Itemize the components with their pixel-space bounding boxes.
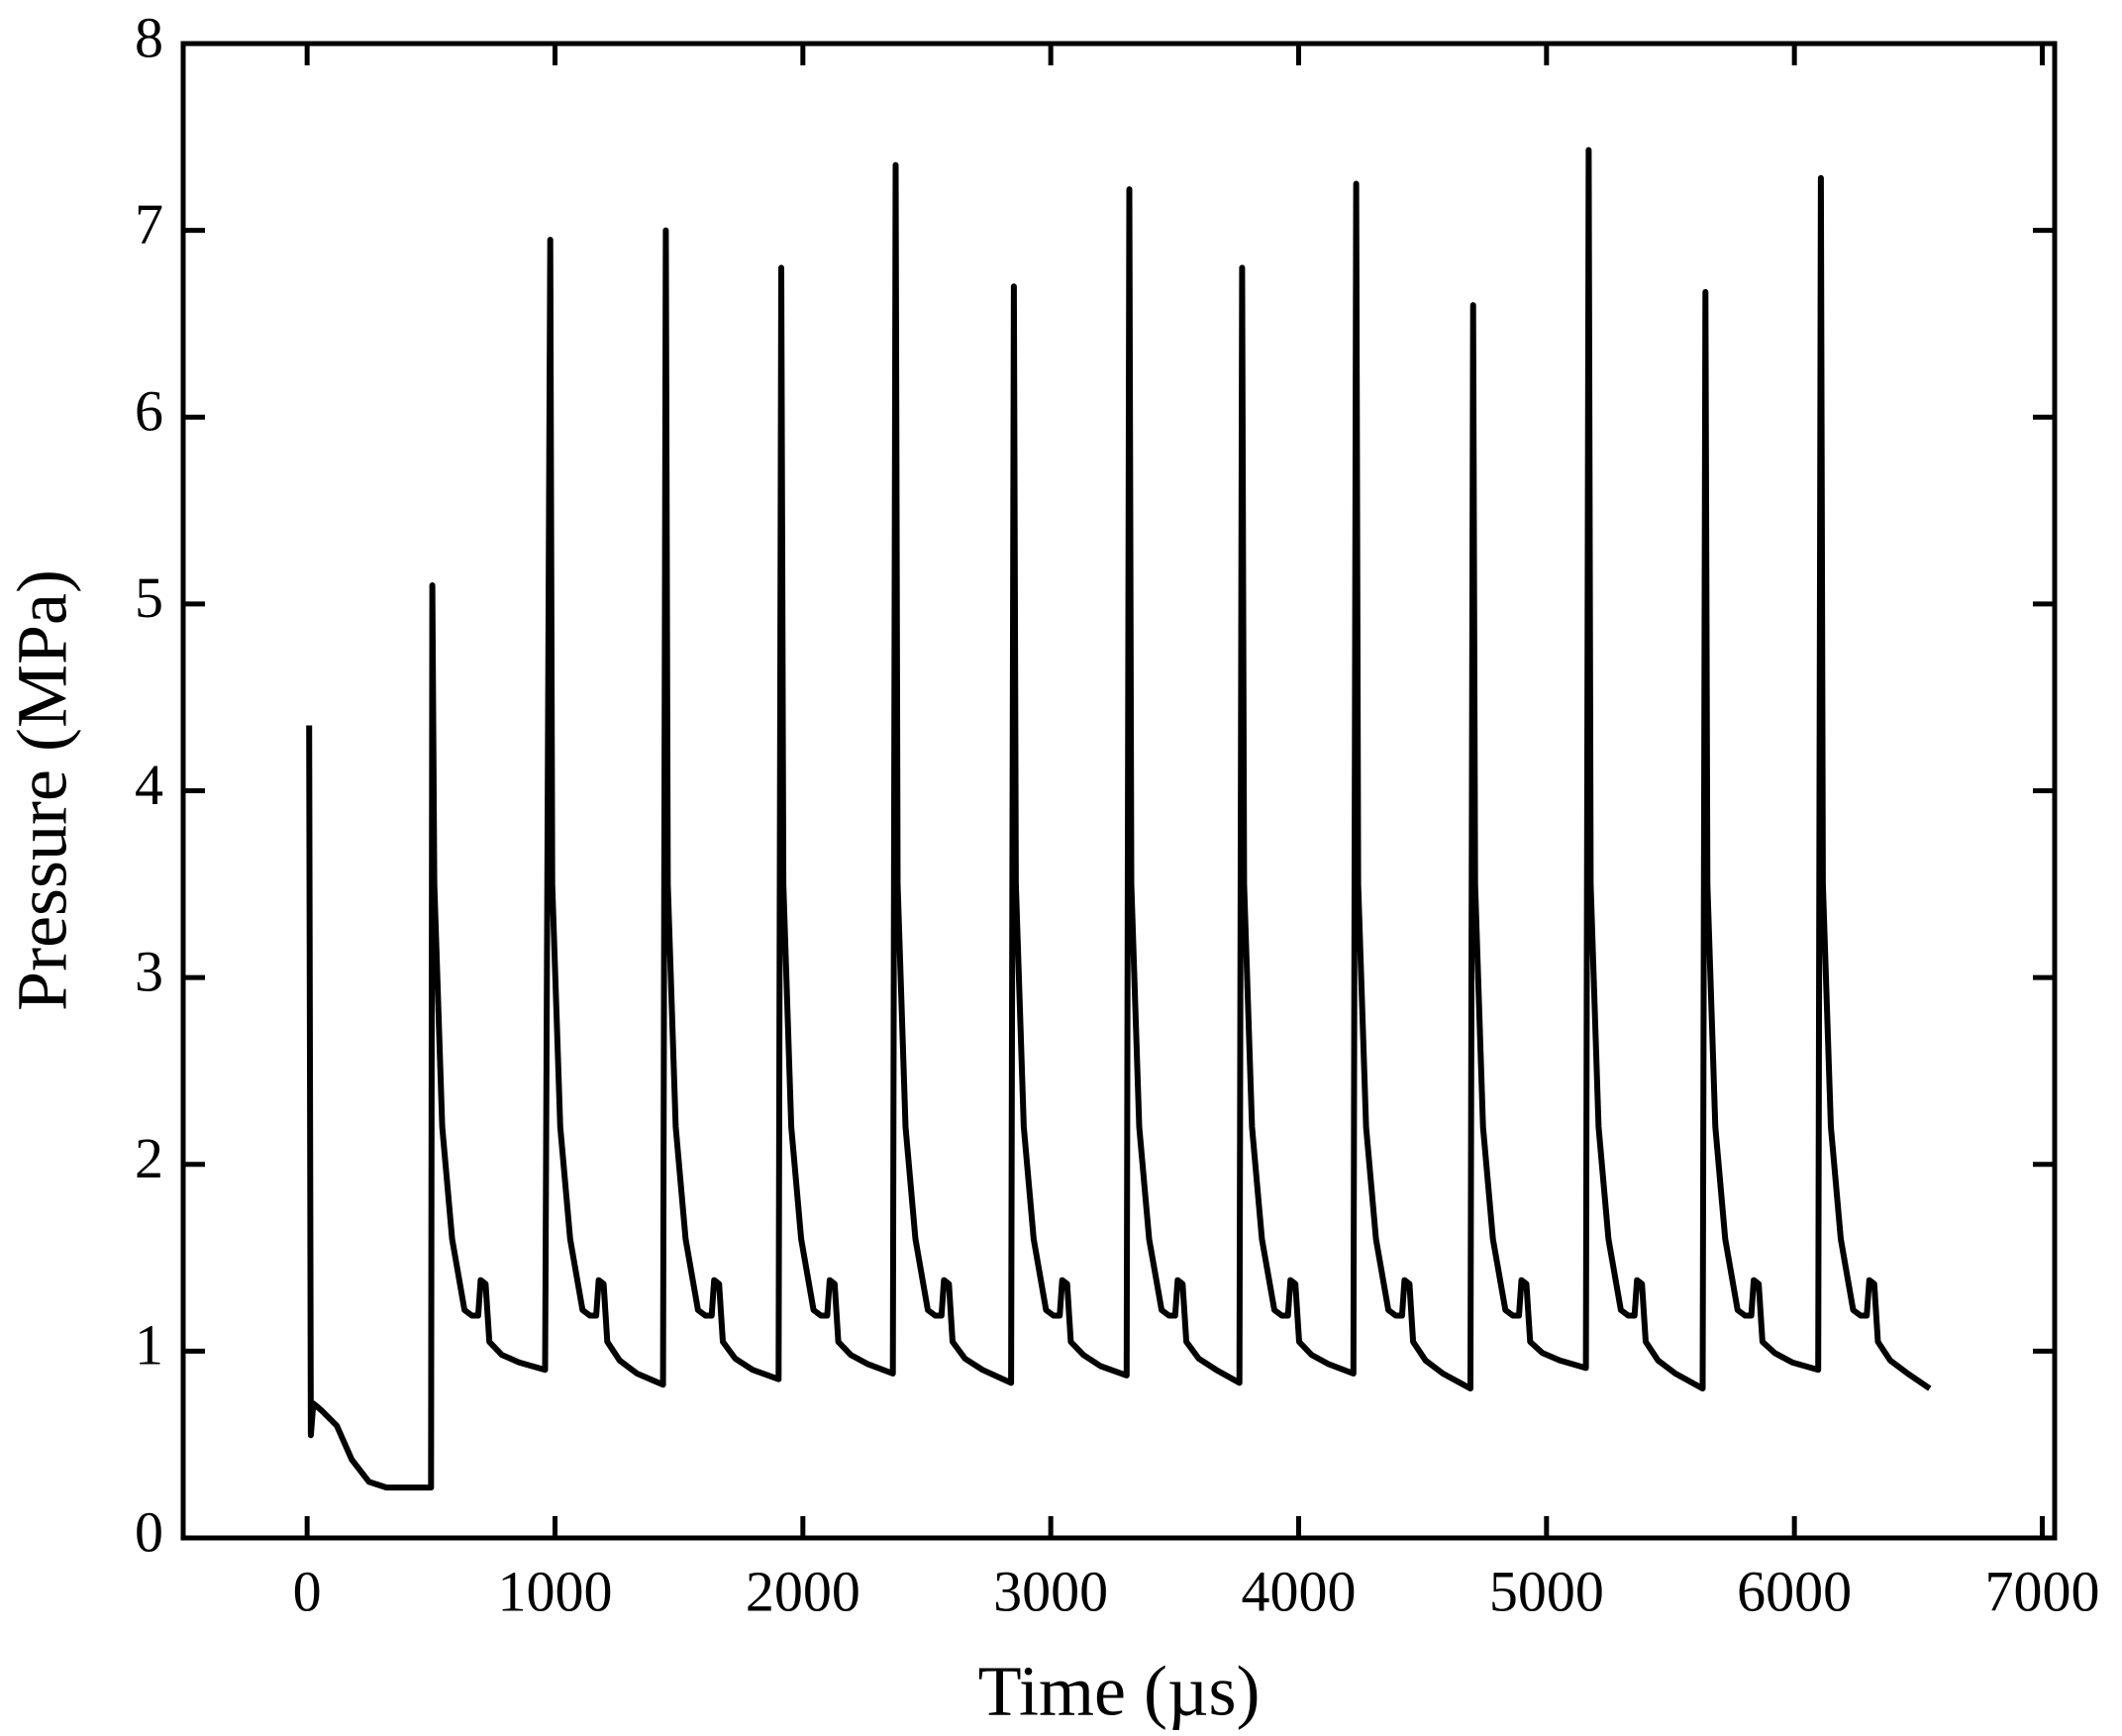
x-tick-label: 1000 bbox=[497, 1559, 612, 1623]
y-tick-label: 3 bbox=[135, 939, 163, 1003]
x-tick-label: 2000 bbox=[746, 1559, 860, 1623]
x-tick-label: 7000 bbox=[1984, 1559, 2099, 1623]
y-tick-label: 7 bbox=[135, 192, 163, 256]
x-tick-label: 6000 bbox=[1737, 1559, 1852, 1623]
y-tick-label: 5 bbox=[135, 565, 163, 630]
y-tick-label: 1 bbox=[135, 1313, 163, 1378]
y-tick-label: 8 bbox=[135, 5, 163, 69]
x-axis-title: Time (µs) bbox=[978, 1652, 1261, 1731]
plot-frame bbox=[180, 41, 2058, 1541]
y-tick-label: 4 bbox=[135, 753, 163, 817]
y-tick-label: 2 bbox=[135, 1126, 163, 1190]
x-tick-label: 5000 bbox=[1489, 1559, 1604, 1623]
y-tick-label: 0 bbox=[135, 1499, 163, 1564]
data-line bbox=[306, 147, 1932, 1491]
y-axis-title: Pressure (MPa) bbox=[3, 569, 82, 1011]
x-tick-label: 0 bbox=[293, 1559, 322, 1623]
x-tick-label: 3000 bbox=[993, 1559, 1108, 1623]
y-tick-label: 6 bbox=[135, 379, 163, 444]
x-tick-label: 4000 bbox=[1241, 1559, 1356, 1623]
